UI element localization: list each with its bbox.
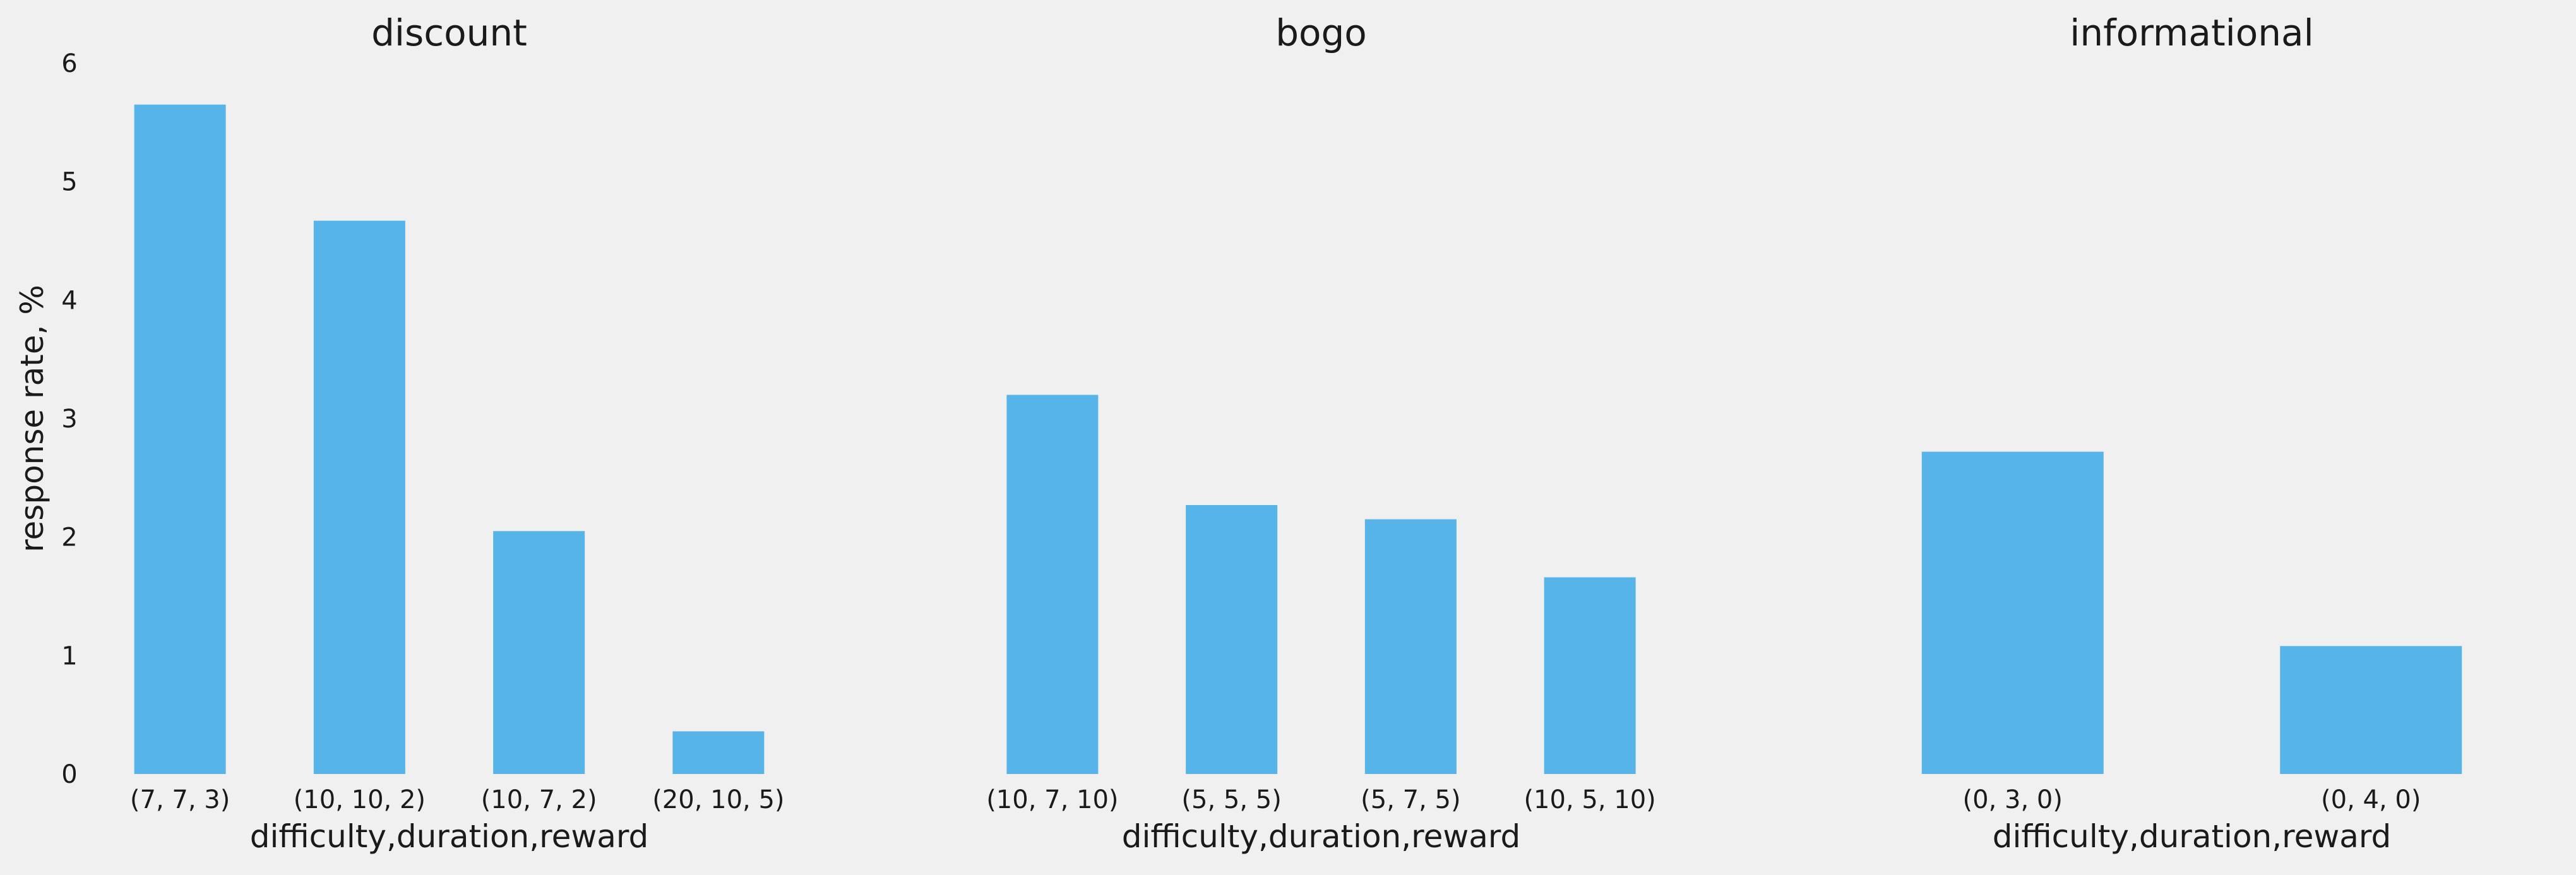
x-tick-label-1-1: (5, 5, 5) — [1181, 785, 1281, 814]
bar-0-1 — [313, 220, 405, 774]
x-tick-label-2-0: (0, 3, 0) — [1963, 785, 2063, 814]
bar-2-0 — [1921, 451, 2104, 774]
bar-1-1 — [1186, 504, 1278, 774]
x-tick-label-0-1: (10, 10, 2) — [294, 785, 426, 814]
x-tick-label-1-3: (10, 5, 10) — [1524, 785, 1655, 814]
y-tick-label-2: 2 — [61, 523, 77, 552]
y-tick-label-1: 1 — [61, 641, 77, 670]
bar-0-0 — [134, 104, 226, 774]
y-tick-label-5: 5 — [61, 168, 77, 197]
subplot-title-1: bogo — [1275, 11, 1367, 54]
bar-1-2 — [1364, 519, 1457, 774]
y-tick-label-3: 3 — [61, 405, 77, 434]
bar-1-3 — [1544, 577, 1636, 774]
y-tick-label-4: 4 — [61, 286, 77, 315]
bar-0-2 — [493, 531, 585, 774]
x-tick-label-0-2: (10, 7, 2) — [481, 785, 597, 814]
subplot-title-2: informational — [2070, 11, 2313, 54]
y-axis-label: response rate, % — [14, 285, 51, 552]
bar-0-3 — [672, 731, 765, 774]
x-axis-label-1: difficulty,duration,reward — [1122, 818, 1521, 855]
x-tick-label-1-2: (5, 7, 5) — [1361, 785, 1460, 814]
x-axis-label-2: difficulty,duration,reward — [1993, 818, 2392, 855]
y-tick-label-0: 0 — [61, 760, 77, 789]
x-tick-label-2-1: (0, 4, 0) — [2321, 785, 2421, 814]
subplot-title-0: discount — [371, 11, 527, 54]
y-tick-label-6: 6 — [61, 49, 77, 78]
x-axis-label-0: difficulty,duration,reward — [250, 818, 649, 855]
x-tick-label-0-0: (7, 7, 3) — [130, 785, 230, 814]
x-tick-label-1-0: (10, 7, 10) — [986, 785, 1118, 814]
bar-2-1 — [2280, 646, 2462, 774]
bar-1-0 — [1006, 395, 1099, 774]
x-tick-label-0-3: (20, 10, 5) — [652, 785, 784, 814]
